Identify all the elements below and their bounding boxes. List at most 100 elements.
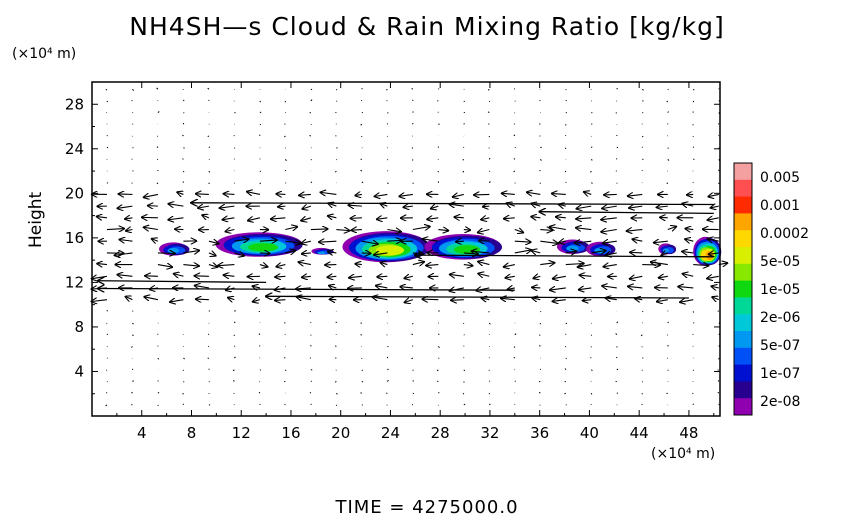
wind-vector xyxy=(478,274,490,277)
wind-vector xyxy=(156,146,159,148)
wind-vector xyxy=(540,263,554,265)
wind-vector xyxy=(224,194,235,195)
wind-vector xyxy=(565,263,584,264)
wind-vector xyxy=(686,229,694,230)
y-tick-label: 8 xyxy=(74,318,84,336)
wind-vector xyxy=(513,134,516,137)
wind-vector xyxy=(478,262,490,265)
cloud-contour xyxy=(248,243,279,252)
wind-vector xyxy=(386,379,389,382)
wind-vector xyxy=(431,206,439,208)
wind-vector xyxy=(590,392,593,395)
wind-vector xyxy=(564,392,567,395)
wind-vector xyxy=(207,333,210,336)
wind-vector xyxy=(580,275,592,276)
wind-vector xyxy=(106,229,124,230)
wind-vector xyxy=(590,146,593,149)
wind-vector xyxy=(564,170,567,173)
wind-vector xyxy=(532,251,541,253)
wind-vector xyxy=(355,194,362,195)
wind-vector xyxy=(168,218,184,220)
wind-vector xyxy=(208,241,218,243)
wind-vector xyxy=(131,346,133,348)
wind-vector xyxy=(683,274,694,277)
wind-vector xyxy=(711,206,719,208)
wind-vector xyxy=(540,212,714,214)
colorbar-swatch xyxy=(734,213,752,231)
wind-vector xyxy=(436,369,439,372)
wind-vector xyxy=(351,218,362,219)
colorbar-label: 0.001 xyxy=(760,198,800,214)
wind-vector xyxy=(132,310,134,312)
cloud-blob xyxy=(159,242,190,256)
wind-vector xyxy=(641,88,644,91)
wind-vector xyxy=(196,299,209,300)
wind-vector xyxy=(132,334,134,337)
wind-vector xyxy=(487,111,490,114)
wind-vector xyxy=(591,182,593,184)
wind-vector xyxy=(120,240,133,242)
wind-vector xyxy=(513,88,516,90)
wind-vector xyxy=(144,297,159,300)
wind-vector xyxy=(514,182,516,184)
wind-vector xyxy=(387,240,401,241)
wind-vector xyxy=(328,252,337,253)
wind-vector xyxy=(233,147,236,149)
wind-vector xyxy=(310,181,313,184)
wind-vector xyxy=(616,368,619,371)
wind-vector xyxy=(474,194,490,195)
wind-vector xyxy=(374,253,388,255)
cloud-contour xyxy=(566,245,579,252)
wind-vector xyxy=(412,227,430,230)
wind-vector xyxy=(285,241,300,243)
colorbar-label: 2e-06 xyxy=(760,310,800,326)
wind-vector xyxy=(299,194,311,195)
wind-vector xyxy=(118,275,133,277)
wind-vector xyxy=(437,346,440,349)
wind-vector xyxy=(678,287,694,288)
wind-vector xyxy=(717,380,720,382)
wind-vector xyxy=(220,206,235,208)
wind-vector xyxy=(651,262,668,265)
wind-vector xyxy=(106,135,108,137)
colorbar-label: 1e-07 xyxy=(760,366,800,382)
colorbar-swatch xyxy=(734,263,752,282)
wind-vector xyxy=(504,265,515,267)
x-tick-label: 24 xyxy=(381,424,400,442)
wind-vector xyxy=(253,286,261,288)
wind-vector xyxy=(259,240,277,241)
wind-vector xyxy=(666,182,669,185)
wind-vector xyxy=(553,300,566,302)
wind-vector xyxy=(169,204,184,206)
wind-vector xyxy=(191,203,714,205)
wind-vector xyxy=(405,300,414,303)
wind-vector xyxy=(352,230,362,231)
wind-vector xyxy=(579,288,592,290)
wind-vector xyxy=(539,345,541,347)
wind-vector xyxy=(635,299,643,300)
wind-vector xyxy=(667,88,669,91)
cloud-contour xyxy=(375,245,405,256)
wind-vector xyxy=(559,204,566,206)
wind-vector xyxy=(488,403,491,406)
wind-vector xyxy=(640,334,643,337)
wind-vector xyxy=(405,276,413,278)
wind-vector xyxy=(126,297,133,300)
colorbar-label: 5e-07 xyxy=(760,338,800,354)
wind-vector xyxy=(603,265,617,267)
wind-vector xyxy=(310,159,312,161)
wind-vector xyxy=(284,159,287,162)
wind-vector xyxy=(616,87,618,90)
wind-vector xyxy=(208,381,210,383)
wind-vector xyxy=(131,182,133,184)
wind-vector xyxy=(565,357,567,360)
wind-vector xyxy=(682,252,694,253)
wind-vector xyxy=(453,194,464,197)
wind-vector xyxy=(553,276,566,278)
wind-vector xyxy=(575,241,592,243)
wind-vector xyxy=(328,216,337,218)
wind-vector xyxy=(488,380,491,382)
wind-vector xyxy=(576,228,592,230)
wind-vector xyxy=(565,251,576,253)
wind-vector xyxy=(412,392,415,395)
